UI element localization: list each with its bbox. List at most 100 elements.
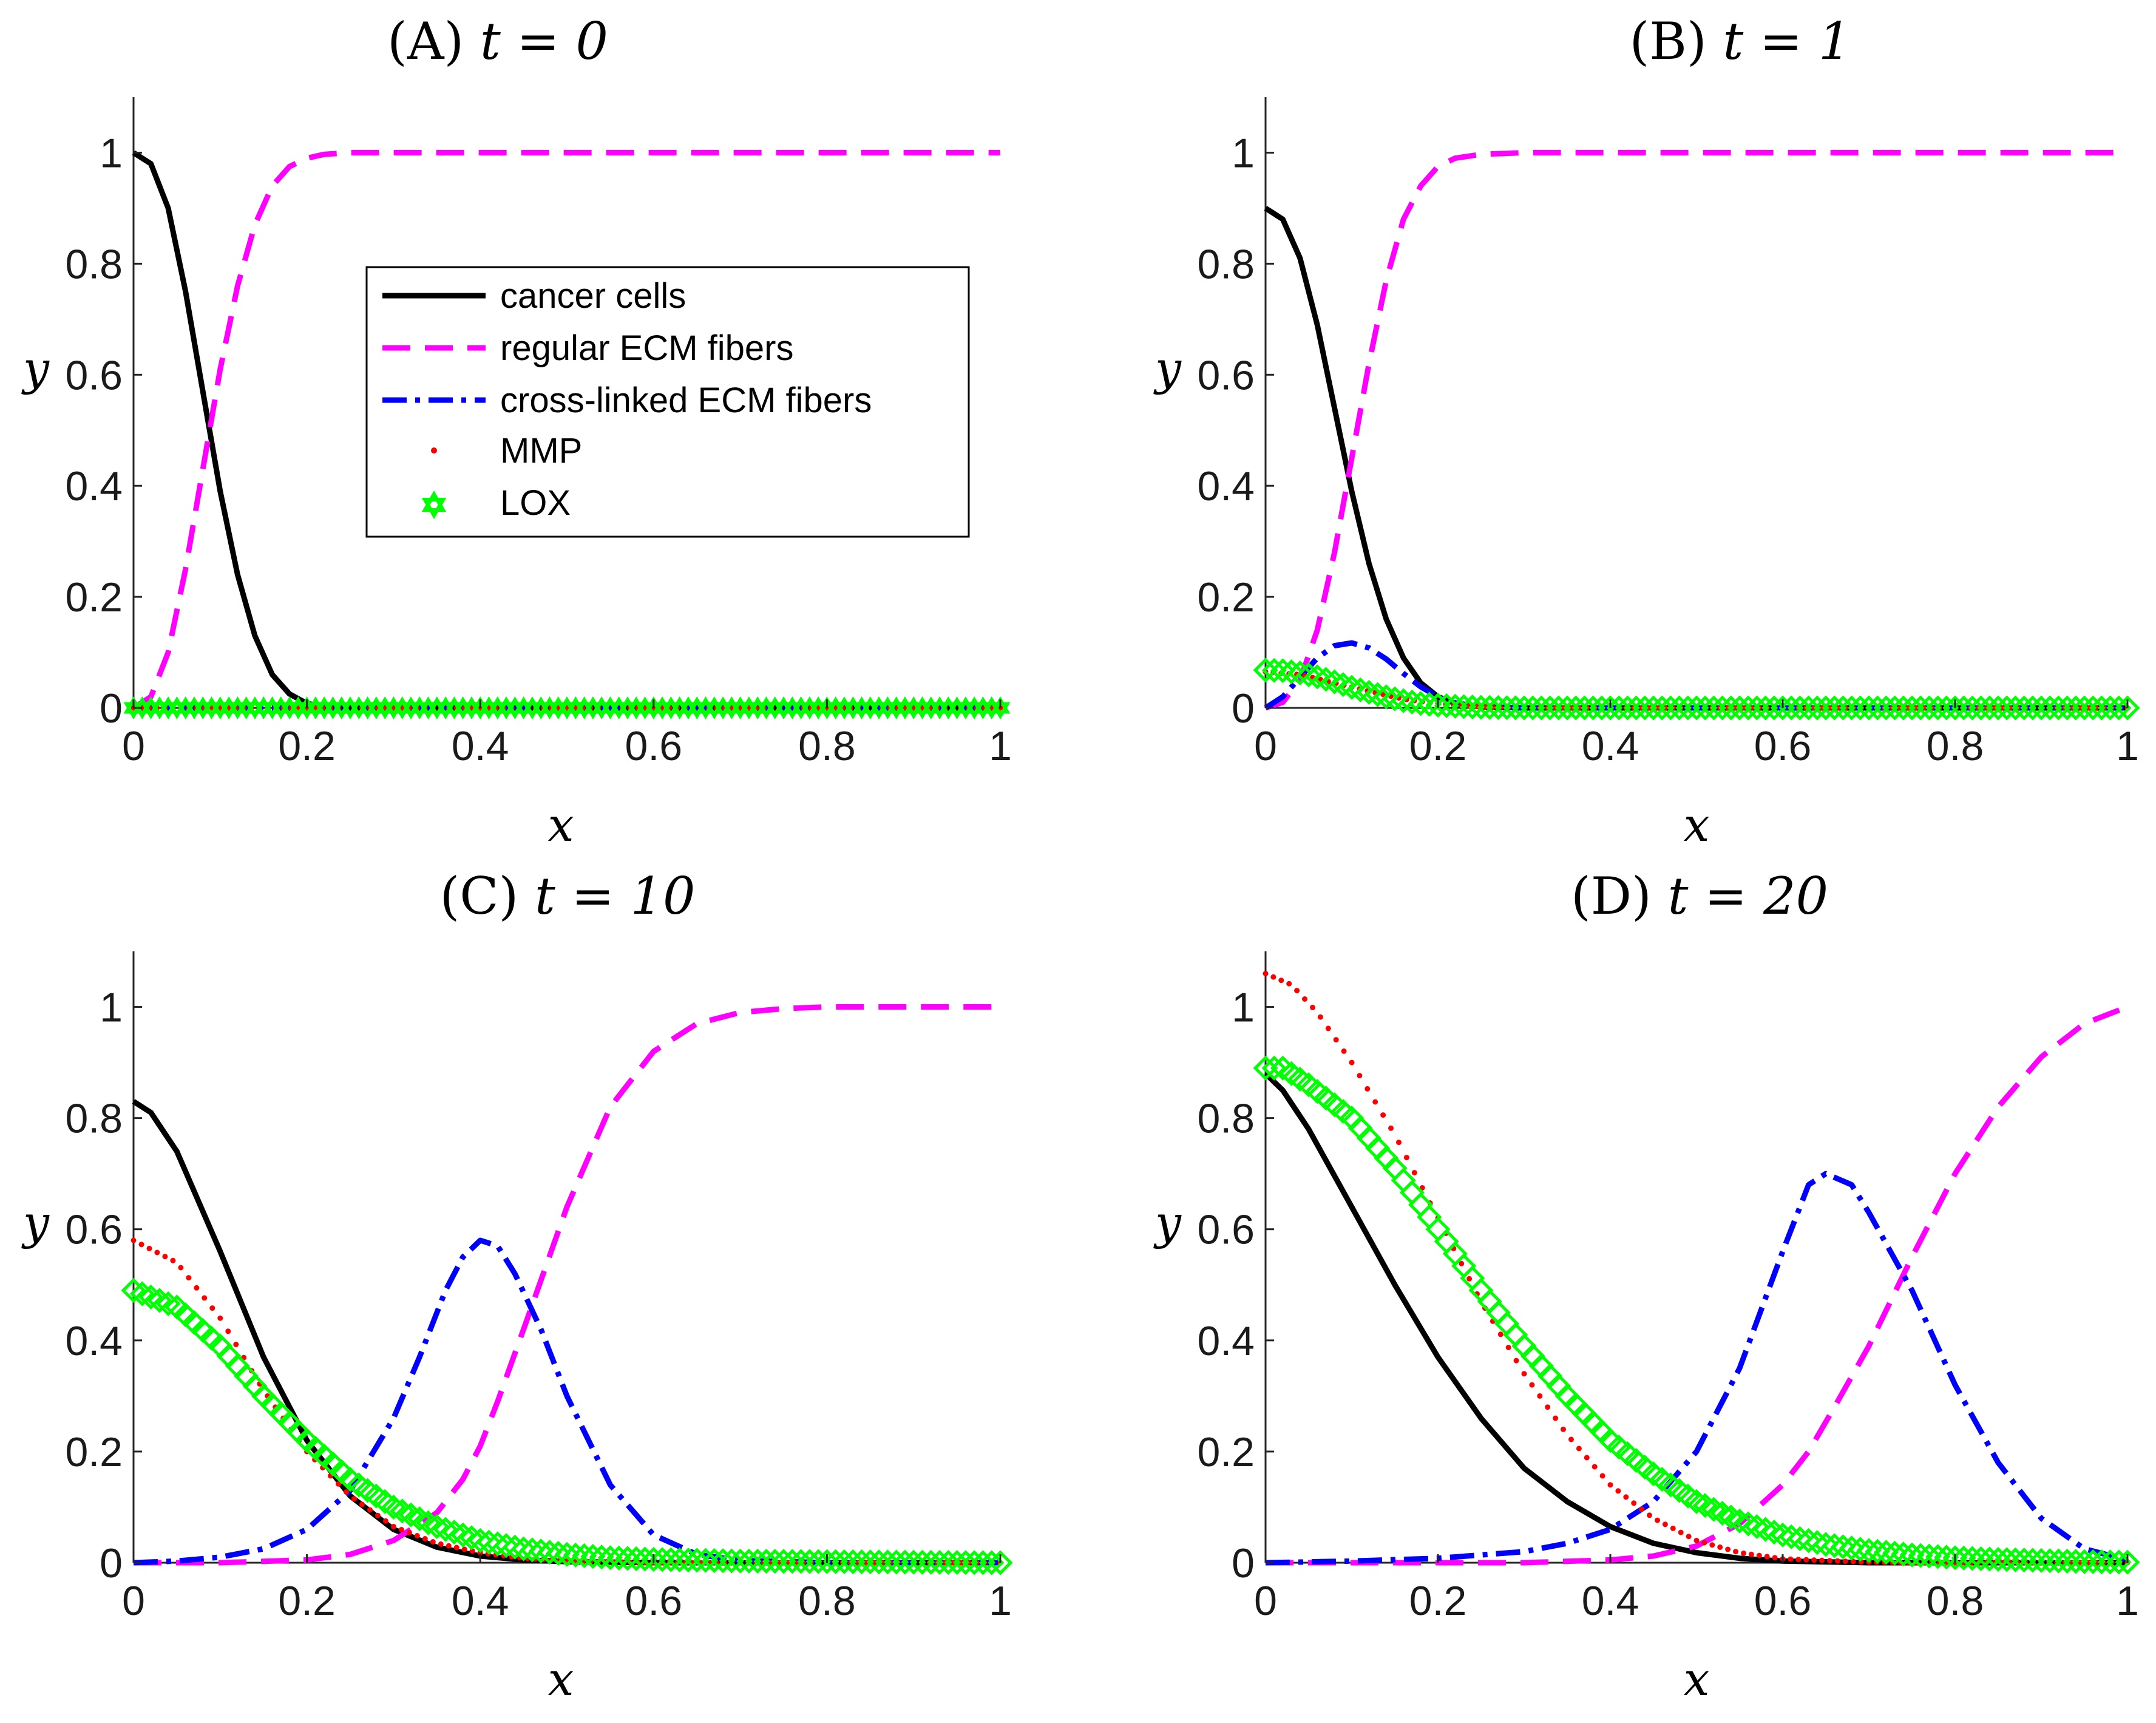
y-tick-label: 0.6: [65, 1207, 123, 1253]
mmp-point: [382, 1518, 388, 1524]
series-regular-ecm-fibers: [132, 150, 1000, 710]
lox-marker: [1494, 1311, 1520, 1336]
mmp-point: [1905, 705, 1911, 711]
lox-marker: [1873, 1540, 1899, 1565]
mmp-point: [1842, 1558, 1848, 1565]
lox-marker: [1649, 695, 1675, 721]
lox-marker: [1331, 672, 1356, 698]
lox-marker: [493, 1533, 519, 1558]
lox-marker: [1365, 682, 1391, 707]
y-tick-label: 0: [1232, 685, 1255, 732]
lox-marker: [1830, 695, 1856, 721]
mmp-point: [1561, 1426, 1566, 1432]
lox-marker: [1735, 695, 1761, 721]
lox-marker: [858, 1549, 883, 1575]
mmp-point: [1592, 1464, 1598, 1470]
lox-marker: [1598, 695, 1623, 721]
lox-marker: [762, 1549, 788, 1574]
lox-marker: [2002, 695, 2028, 721]
lox-marker: [1511, 695, 1537, 721]
mmp-point: [178, 1265, 184, 1271]
lox-marker: [702, 1548, 727, 1573]
lox-marker: [1977, 1546, 2002, 1572]
lox-marker: [2080, 1549, 2106, 1574]
line-regular-ecm-fibers: [134, 1004, 1000, 1566]
lox-marker: [2106, 695, 2132, 721]
lox-marker: [753, 1548, 779, 1574]
mmp-point: [194, 1285, 200, 1291]
x-tick-label: 0.2: [1409, 723, 1467, 769]
series-regular-ecm-fibers: [134, 1004, 1000, 1566]
mmp-point: [1388, 1125, 1394, 1131]
x-tick-label: 0: [122, 1578, 145, 1624]
lox-marker: [1951, 695, 1976, 721]
lox-marker: [2115, 695, 2140, 721]
mmp-point: [375, 1512, 381, 1518]
lox-marker: [615, 1546, 640, 1571]
lox-marker: [2098, 1549, 2123, 1575]
mmp-point: [131, 1237, 137, 1243]
y-axis-label: y: [1153, 341, 1182, 395]
mmp-point: [1803, 1557, 1809, 1563]
panel-title: (C) t = 10: [440, 866, 696, 926]
x-tick-label: 1: [2116, 1578, 2139, 1624]
mmp-point: [1513, 1358, 1519, 1364]
lox-marker: [1959, 695, 1985, 721]
lox-marker: [1399, 689, 1425, 715]
y-tick-label: 0.8: [65, 1096, 123, 1142]
legend-label: regular ECM fibers: [500, 328, 793, 368]
lox-marker: [1460, 694, 1485, 720]
lox-marker: [1856, 1538, 1882, 1563]
lox-marker: [2020, 1548, 2046, 1573]
mmp-point: [1701, 1540, 1707, 1546]
lox-marker: [2029, 1548, 2054, 1573]
mmp-point: [344, 1489, 349, 1495]
mmp-point: [1631, 1500, 1637, 1506]
y-tick-label: 0.8: [1197, 1096, 1255, 1142]
x-tick-label: 0.2: [278, 723, 336, 769]
y-axis-label: y: [21, 341, 50, 395]
lox-marker: [632, 1546, 658, 1572]
y-tick-label: 0.8: [1197, 241, 1255, 287]
mmp-point: [367, 1507, 373, 1513]
lox-marker: [424, 1514, 450, 1540]
hexagram-marker-icon: [421, 490, 447, 520]
lox-marker: [909, 1549, 935, 1575]
panel-C: (C) t = 10 0 0.2 0.4 0.6 0.8 100.20.40.60.81 …: [21, 866, 1013, 1706]
lox-marker: [1658, 695, 1683, 721]
lox-marker: [546, 1540, 571, 1566]
lox-marker: [1451, 1253, 1477, 1279]
lox-marker: [1916, 695, 1942, 721]
mmp-point: [1748, 1551, 1754, 1557]
y-tick-label: 0: [100, 685, 123, 732]
x-tick-label: 0.4: [1582, 723, 1639, 769]
lox-marker: [927, 1549, 952, 1575]
panel-time: t = 0: [480, 12, 608, 71]
lox-marker: [1468, 695, 1494, 720]
lox-marker: [1839, 1535, 1865, 1561]
lox-marker: [485, 1531, 510, 1557]
line-regular-ecm-fibers: [1266, 1004, 2129, 1566]
lox-marker: [1528, 695, 1554, 721]
lox-marker: [693, 1548, 719, 1573]
lox-marker: [1270, 658, 1295, 684]
lox-marker: [2037, 1548, 2063, 1574]
mmp-point: [1811, 1557, 1817, 1563]
lox-marker: [1417, 692, 1442, 717]
lox-marker: [1356, 679, 1381, 705]
panel-title: (A) t = 0: [387, 12, 608, 71]
mmp-point: [1913, 705, 1919, 711]
lox-marker: [823, 1549, 849, 1574]
lox-marker: [736, 1548, 762, 1574]
x-tick-label: 1: [989, 1578, 1012, 1624]
y-tick-label: 0.2: [1197, 1429, 1255, 1475]
x-tick-label: 0.4: [452, 723, 509, 769]
mmp-point: [1615, 1488, 1621, 1494]
mmp-point: [1278, 977, 1284, 984]
mmp-point: [233, 1342, 239, 1347]
mmp-point: [469, 1548, 475, 1554]
mmp-point: [1599, 1473, 1605, 1479]
mmp-point: [430, 1539, 436, 1545]
mmp-point: [1505, 1345, 1511, 1350]
lox-marker: [1485, 695, 1511, 720]
